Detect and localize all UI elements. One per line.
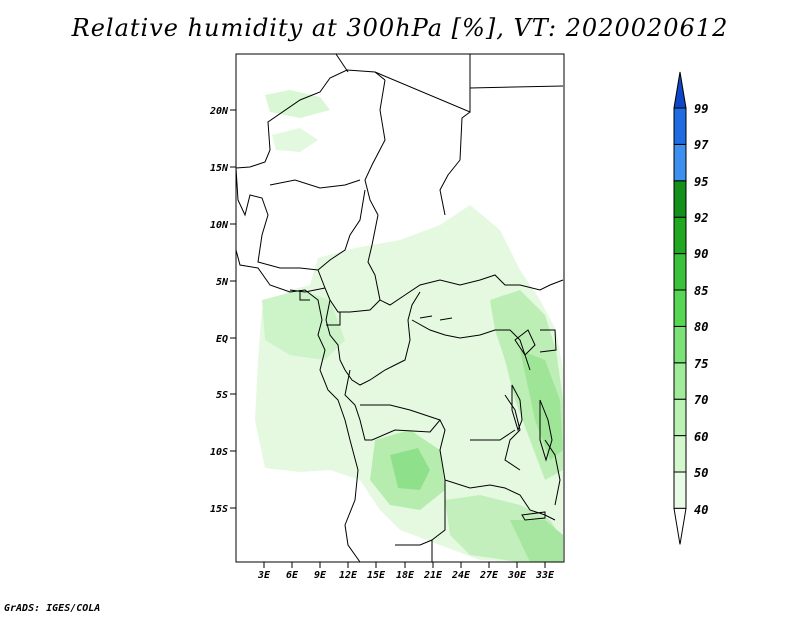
- colorbar-segment: [673, 143, 687, 182]
- colorbar-segment: [673, 180, 687, 218]
- colorbar-segment: [673, 398, 687, 437]
- colorbar-label: 80: [694, 320, 708, 334]
- colorbar-segment: [673, 107, 687, 145]
- colorbar-label: 92: [694, 211, 708, 225]
- lon-label: 24E: [451, 570, 471, 581]
- colorbar-segment: [673, 216, 687, 255]
- colorbar-label: 97: [694, 138, 709, 152]
- lon-label: 21E: [423, 570, 443, 581]
- colorbar-segment: [673, 471, 687, 509]
- map-title: Relative humidity at 300hPa [%], VT: 202…: [71, 14, 729, 42]
- colorbar-segments: [673, 71, 687, 545]
- footer-credit: GrADS: IGES/COLA: [4, 603, 101, 614]
- colorbar-segment: [673, 289, 687, 327]
- colorbar-segment: [673, 253, 687, 291]
- colorbar-label: 99: [694, 102, 708, 116]
- lon-label: 12E: [339, 570, 358, 581]
- lon-label: 9E: [314, 570, 327, 581]
- lon-label: 33E: [535, 570, 555, 581]
- lat-label: 10N: [210, 220, 229, 231]
- colorbar-label: 95: [694, 175, 708, 189]
- colorbar: 40 50 60 70 75 80 85 90 92 95 97 99: [673, 71, 709, 545]
- lat-label: 20N: [209, 106, 229, 117]
- lakes: [419, 315, 553, 521]
- coastline: [235, 249, 361, 563]
- plot-frame: [235, 53, 565, 563]
- lat-label: 5S: [216, 390, 228, 401]
- colorbar-label: 85: [694, 284, 708, 298]
- colorbar-bottom-arrow: [673, 507, 687, 545]
- colorbar-label: 70: [694, 393, 708, 407]
- lon-label: 18E: [396, 570, 415, 581]
- lon-label: 15E: [367, 570, 386, 581]
- lon-label: 3E: [257, 570, 271, 581]
- lat-label: 5N: [216, 277, 229, 288]
- lat-label: 15S: [210, 504, 228, 515]
- lat-label: 15N: [210, 163, 229, 174]
- colorbar-labels: 40 50 60 70 75 80 85 90 92 95 97 99: [694, 102, 709, 517]
- country-borders: [235, 53, 564, 562]
- lat-label: 10S: [210, 447, 228, 458]
- lon-label: 30E: [507, 570, 527, 581]
- lon-axis: 3E 6E 9E 12E 15E 18E 21E 24E 27E 30E 33E: [257, 562, 555, 581]
- humidity-shading: [255, 90, 563, 562]
- colorbar-top-arrow: [673, 71, 687, 109]
- lat-axis: 20N 15N 10N 5N EQ 5S 10S 15S: [209, 106, 236, 515]
- colorbar-label: 40: [694, 503, 708, 517]
- lat-label: EQ: [216, 334, 228, 345]
- colorbar-segment: [673, 362, 687, 400]
- lon-label: 6E: [286, 570, 299, 581]
- colorbar-label: 60: [694, 430, 708, 444]
- colorbar-label: 75: [694, 357, 708, 371]
- colorbar-label: 50: [694, 466, 708, 480]
- colorbar-segment: [673, 435, 687, 473]
- colorbar-label: 90: [694, 247, 708, 261]
- colorbar-segment: [673, 325, 687, 364]
- lon-label: 27E: [479, 570, 499, 581]
